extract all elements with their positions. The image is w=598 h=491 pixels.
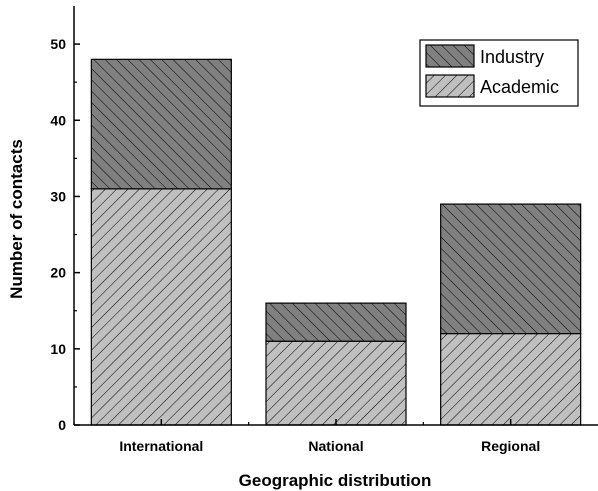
- y-tick-label: 10: [50, 341, 66, 357]
- legend-swatch-academic: [425, 74, 475, 98]
- bars-layer: International National Regional: [90, 58, 582, 454]
- x-tick-label: National: [308, 438, 363, 454]
- legend-swatch-industry: [425, 44, 475, 68]
- x-axis-title: Geographic distribution: [239, 471, 432, 490]
- y-axis-title: Number of contacts: [7, 139, 26, 299]
- bar-academic-international: [90, 188, 232, 426]
- bar-academic-national: [265, 340, 407, 426]
- x-tick-label: Regional: [481, 438, 540, 454]
- y-tick-label: 30: [50, 188, 66, 204]
- y-tick-label: 0: [58, 417, 66, 433]
- legend: Industry Academic: [419, 39, 579, 107]
- bar-industry-national: [265, 302, 407, 342]
- legend-label-academic: Academic: [480, 77, 559, 97]
- y-tick-label: 40: [50, 112, 66, 128]
- bar-industry-regional: [440, 203, 582, 335]
- y-tick-label: 20: [50, 265, 66, 281]
- bar-industry-international: [90, 58, 232, 190]
- legend-label-industry: Industry: [480, 47, 544, 67]
- y-tick-label: 50: [50, 36, 66, 52]
- axes-layer: 0 10 20 30 40 50: [50, 6, 598, 433]
- bar-academic-regional: [440, 332, 582, 426]
- x-tick-label: International: [119, 438, 203, 454]
